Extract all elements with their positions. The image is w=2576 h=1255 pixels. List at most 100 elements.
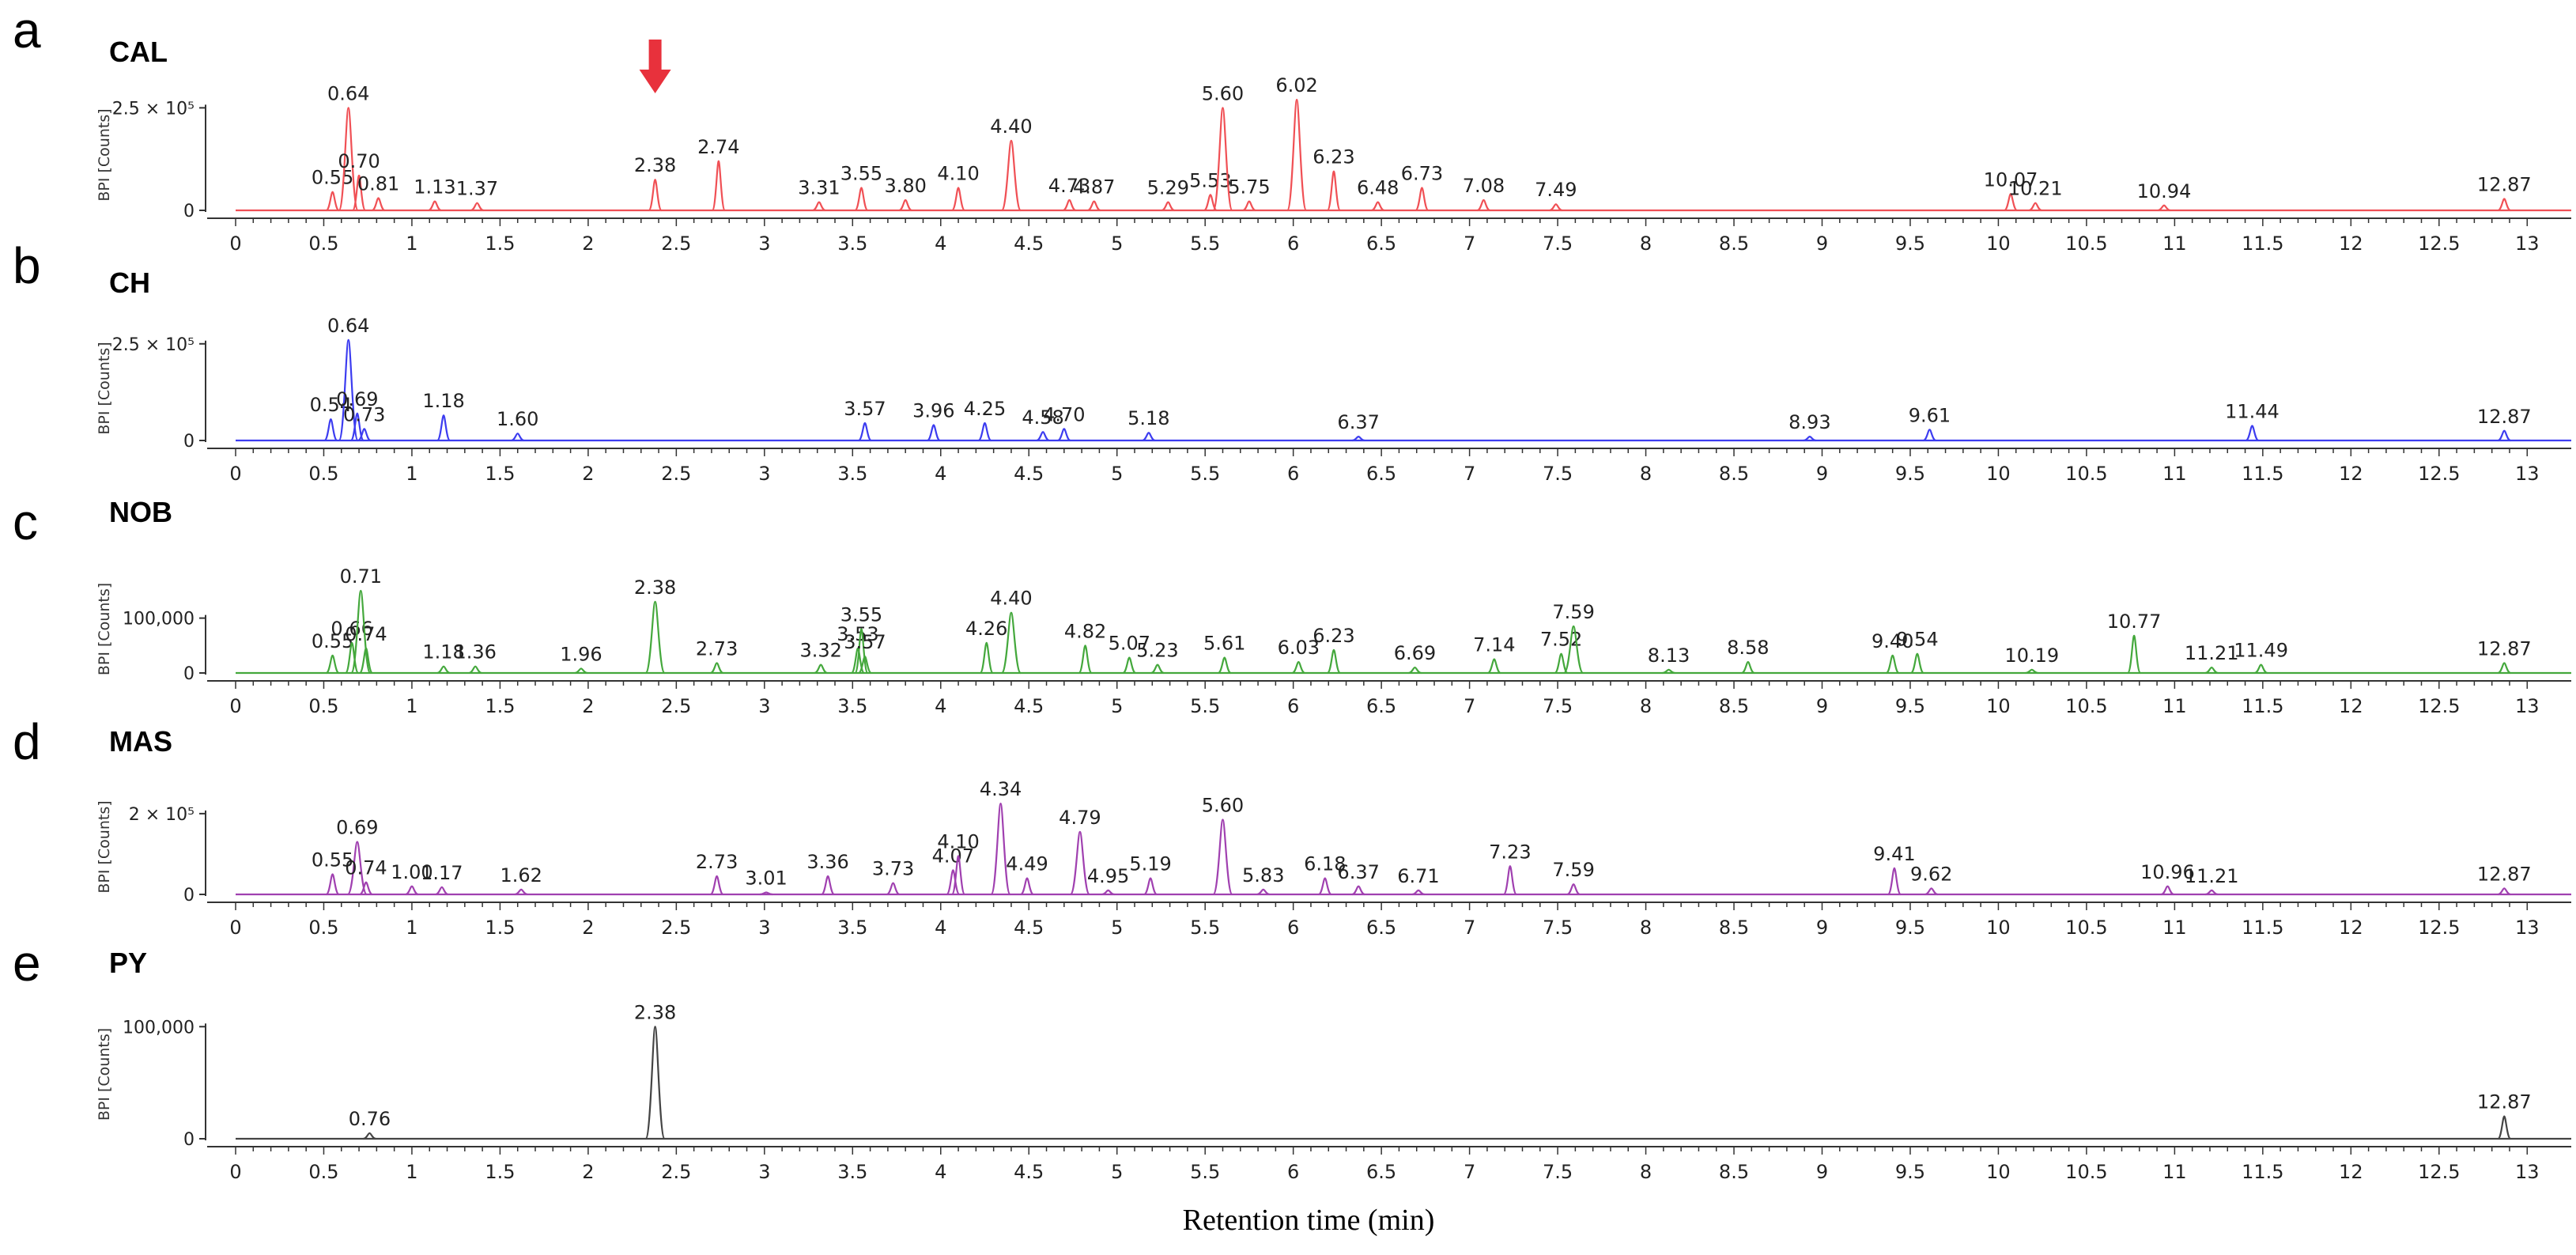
peak-7.23: [1502, 865, 1517, 896]
peak-0.55: [325, 873, 340, 896]
peak-label-1.96: 1.96: [560, 643, 602, 665]
x-tick-label: 10.5: [2065, 695, 2107, 717]
peak-7.59: [1566, 883, 1581, 896]
peak-label-6.37: 6.37: [1337, 411, 1379, 433]
y-tick-label: 0: [183, 886, 195, 905]
panel-letter-b: b: [13, 237, 41, 294]
peak-4.10: [950, 855, 966, 896]
peak-label-3.80: 3.80: [884, 175, 926, 197]
panel-letter-c: c: [13, 493, 38, 550]
x-tick-label: 12.5: [2418, 695, 2460, 717]
peak-1.18: [436, 414, 451, 442]
x-tick-label: 6.5: [1366, 917, 1396, 939]
x-tick-label: 8: [1640, 917, 1652, 939]
panel-title-d: MAS: [109, 725, 172, 758]
peak-label-1.60: 1.60: [497, 408, 538, 430]
peak-label-1.62: 1.62: [500, 864, 542, 886]
peak-label-12.87: 12.87: [2477, 638, 2532, 660]
x-tick-label: 2.5: [661, 917, 691, 939]
peak-label-1.00: 1.00: [391, 861, 432, 883]
peak-label-0.70: 0.70: [338, 150, 380, 172]
x-tick-label: 1: [406, 232, 417, 255]
peak-3.36: [821, 875, 835, 896]
peak-5.23: [1150, 663, 1165, 675]
peak-1.62: [514, 888, 528, 896]
panel-letter-d: d: [13, 713, 41, 770]
peak-10.96: [2161, 885, 2174, 896]
peak-0.55: [326, 654, 340, 675]
peak-label-3.53: 3.53: [837, 623, 878, 645]
peak-3.31: [812, 201, 826, 212]
x-tick-label: 10.5: [2065, 1161, 2107, 1183]
peak-4.25: [977, 421, 992, 442]
x-tick-label: 0.5: [308, 1161, 338, 1183]
x-tick-label: 3: [758, 463, 770, 485]
x-tick-label: 2: [582, 232, 594, 255]
x-tick-label: 9: [1816, 1161, 1828, 1183]
peak-4.58: [1036, 431, 1050, 442]
x-tick-label: 11: [2162, 917, 2187, 939]
x-tick-label: 1: [406, 1161, 417, 1183]
x-tick-label: 4.5: [1014, 463, 1044, 485]
peak-5.60: [1212, 818, 1233, 896]
x-tick-label: 12: [2339, 695, 2363, 717]
peak-6.73: [1415, 187, 1430, 212]
x-tick-label: 12.5: [2418, 463, 2460, 485]
peak-label-3.55: 3.55: [840, 162, 882, 184]
x-tick-label: 2.5: [661, 695, 691, 717]
peak-label-4.49: 4.49: [1006, 853, 1048, 875]
x-tick-label: 12: [2339, 232, 2363, 255]
peak-label-1.17: 1.17: [421, 862, 463, 884]
peak-label-3.57: 3.57: [844, 631, 886, 653]
peak-label-5.60: 5.60: [1202, 795, 1244, 817]
peak-label-3.96: 3.96: [912, 399, 954, 421]
x-tick-label: 0.5: [308, 232, 338, 255]
peak-label-3.32: 3.32: [799, 640, 841, 662]
peak-2.38: [644, 1026, 666, 1140]
x-tick-label: 13: [2515, 463, 2540, 485]
panel-title-a: CAL: [109, 36, 168, 68]
x-tick-label: 4: [935, 695, 946, 717]
x-tick-label: 7: [1464, 695, 1475, 717]
x-tick-label: 7.5: [1543, 917, 1573, 939]
x-tick-label: 8: [1640, 695, 1652, 717]
panel-letter-e: e: [13, 935, 41, 992]
x-tick-label: 9: [1816, 695, 1828, 717]
peak-label-0.73: 0.73: [343, 403, 385, 425]
x-tick-label: 3: [758, 1161, 770, 1183]
x-tick-label: 3.5: [837, 463, 867, 485]
x-tick-label: 0.5: [308, 917, 338, 939]
peak-label-5.18: 5.18: [1127, 407, 1169, 429]
peak-5.83: [1256, 888, 1270, 896]
y-axis-label: BPI [Counts]: [96, 108, 113, 201]
peak-1.60: [511, 433, 524, 442]
x-tick-label: 2: [582, 695, 594, 717]
peak-4.73: [1063, 198, 1076, 212]
peak-label-2.73: 2.73: [696, 851, 738, 873]
peak-3.32: [814, 663, 828, 675]
peak-6.02: [1286, 98, 1308, 212]
peak-4.07: [946, 869, 961, 896]
peak-label-4.10: 4.10: [937, 830, 979, 852]
peak-9.41: [1887, 867, 1902, 896]
x-tick-label: 11.5: [2242, 463, 2283, 485]
x-tick-label: 2: [582, 1161, 594, 1183]
peak-label-0.71: 0.71: [340, 565, 382, 588]
peak-11.21: [2205, 889, 2219, 896]
peak-0.64: [338, 107, 359, 212]
peak-label-12.87: 12.87: [2477, 406, 2532, 428]
peak-label-6.02: 6.02: [1275, 74, 1317, 96]
peak-0.71: [350, 589, 372, 675]
x-tick-label: 0: [229, 232, 241, 255]
peak-4.82: [1078, 645, 1093, 675]
peak-4.87: [1087, 200, 1101, 212]
peak-label-6.73: 6.73: [1401, 162, 1443, 184]
red-down-arrow-icon: [639, 40, 671, 93]
x-tick-label: 8.5: [1719, 232, 1749, 255]
x-tick-label: 11: [2162, 1161, 2187, 1183]
peak-label-6.69: 6.69: [1394, 642, 1436, 664]
peak-label-4.70: 4.70: [1043, 403, 1085, 425]
